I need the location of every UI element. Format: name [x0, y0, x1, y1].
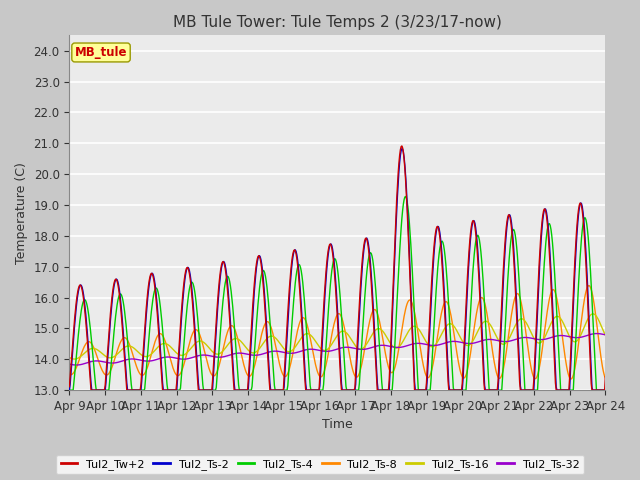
X-axis label: Time: Time: [322, 419, 353, 432]
Y-axis label: Temperature (C): Temperature (C): [15, 162, 28, 264]
Text: MB_tule: MB_tule: [75, 46, 127, 59]
Title: MB Tule Tower: Tule Temps 2 (3/23/17-now): MB Tule Tower: Tule Temps 2 (3/23/17-now…: [173, 15, 502, 30]
Legend: Tul2_Tw+2, Tul2_Ts-2, Tul2_Ts-4, Tul2_Ts-8, Tul2_Ts-16, Tul2_Ts-32: Tul2_Tw+2, Tul2_Ts-2, Tul2_Ts-4, Tul2_Ts…: [56, 455, 584, 474]
